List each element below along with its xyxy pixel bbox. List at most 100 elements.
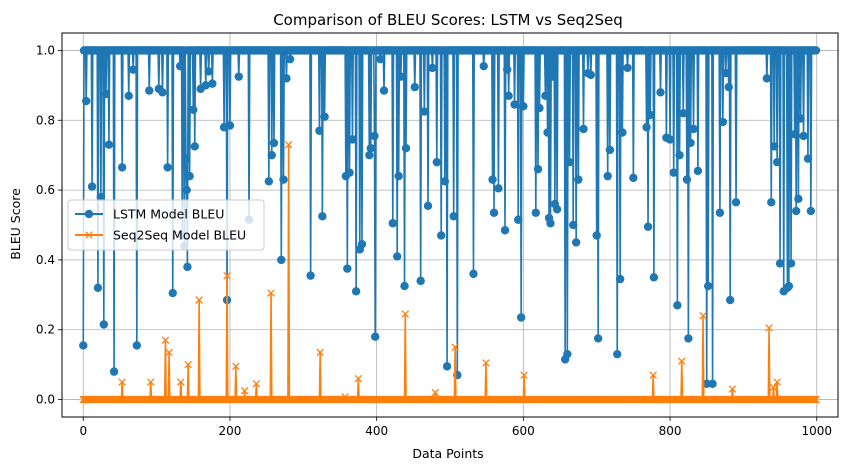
data-point <box>799 131 808 141</box>
data-point <box>646 110 655 120</box>
data-point <box>440 177 450 186</box>
y-tick-label: 0.0 <box>36 393 55 407</box>
data-point <box>794 194 803 204</box>
data-point <box>269 138 279 148</box>
y-tick-label: 1.0 <box>36 43 55 57</box>
data-point <box>252 380 261 388</box>
data-point <box>693 166 703 176</box>
y-tick-label: 0.6 <box>36 183 55 197</box>
series-markers <box>79 140 820 404</box>
data-point <box>488 175 497 184</box>
data-point <box>791 206 801 216</box>
data-point <box>593 334 603 343</box>
data-point <box>618 128 627 137</box>
data-point <box>767 198 776 207</box>
data-point <box>432 157 441 167</box>
data-point <box>603 171 612 181</box>
data-point <box>161 336 170 344</box>
data-point <box>394 171 403 181</box>
data-point <box>128 65 138 74</box>
data-point <box>489 208 499 217</box>
data-point <box>548 72 557 81</box>
data-point <box>772 157 782 167</box>
data-point <box>416 276 425 286</box>
data-point <box>773 378 781 386</box>
data-point <box>613 349 622 359</box>
legend-marker-lstm <box>84 209 94 219</box>
data-point <box>163 163 172 172</box>
data-point <box>796 114 805 123</box>
data-point <box>185 171 194 181</box>
plot-frame <box>61 32 839 418</box>
data-point <box>284 140 293 149</box>
data-point <box>679 109 688 118</box>
data-point <box>702 379 711 389</box>
series-markers <box>79 46 821 389</box>
data-point <box>223 271 231 280</box>
x-tick-label: 600 <box>512 424 535 438</box>
data-point <box>571 238 581 247</box>
data-point <box>124 91 133 101</box>
data-point <box>101 89 111 99</box>
data-point <box>629 173 638 183</box>
data-point <box>189 105 198 115</box>
data-point <box>442 362 452 371</box>
data-point <box>175 61 185 71</box>
data-point <box>765 324 773 332</box>
data-point <box>420 107 429 116</box>
data-point <box>728 385 737 393</box>
data-point <box>225 121 235 130</box>
data-point <box>451 343 459 351</box>
data-point <box>366 144 375 153</box>
data-point <box>165 348 173 357</box>
data-point <box>715 208 725 217</box>
data-point <box>684 334 693 343</box>
data-point <box>673 301 682 310</box>
data-point <box>615 274 625 284</box>
data-point <box>234 72 243 81</box>
data-point <box>769 142 779 151</box>
data-point <box>240 387 249 395</box>
legend-label-lstm: LSTM Model BLEU <box>113 207 224 222</box>
data-point <box>132 341 142 350</box>
data-point <box>93 283 103 293</box>
data-point <box>376 54 385 64</box>
data-point <box>423 201 433 210</box>
data-point <box>786 259 796 268</box>
data-point <box>812 395 820 404</box>
data-point <box>285 54 295 64</box>
data-point <box>195 296 203 304</box>
y-tick-label: 0.4 <box>36 253 55 267</box>
data-point <box>708 379 717 389</box>
data-point <box>316 348 324 357</box>
data-point <box>348 135 357 144</box>
data-point <box>168 288 177 298</box>
data-point <box>431 388 440 397</box>
data-point <box>145 86 154 95</box>
chart-title: Comparison of BLEU Scores: LSTM vs Seq2S… <box>273 11 623 29</box>
data-point <box>703 281 713 291</box>
data-point <box>500 226 510 235</box>
data-point <box>769 383 778 392</box>
data-point <box>731 198 741 207</box>
legend-box <box>67 199 265 251</box>
data-point <box>682 175 692 184</box>
data-point <box>388 219 397 228</box>
data-point <box>104 140 114 149</box>
data-point <box>87 182 97 191</box>
data-point <box>649 273 659 282</box>
data-point <box>479 61 488 71</box>
data-point <box>533 164 543 174</box>
data-point <box>401 310 410 318</box>
data-point <box>428 63 437 73</box>
data-point <box>318 212 327 221</box>
data-point <box>569 220 578 230</box>
data-point <box>320 112 329 121</box>
data-point <box>543 128 552 137</box>
data-point <box>519 102 528 111</box>
x-tick-label: 0 <box>79 424 87 438</box>
data-point <box>146 378 155 386</box>
data-point <box>267 289 275 297</box>
data-point <box>686 138 695 148</box>
